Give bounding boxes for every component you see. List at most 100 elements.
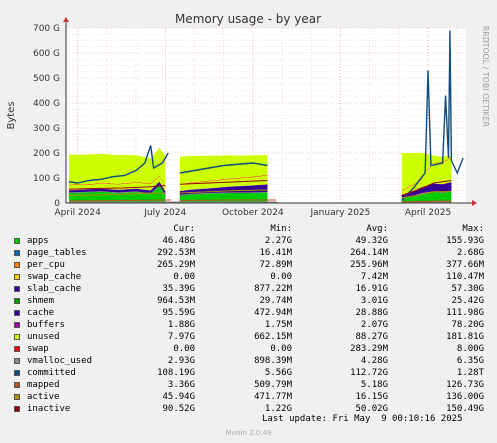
line-mapped xyxy=(401,200,452,203)
legend-swatch xyxy=(14,382,20,388)
legend-min: 0.00 xyxy=(270,272,292,282)
legend-swatch xyxy=(14,322,20,328)
legend-row-active: active 45.94G 471.77M 16.15G 136.00G xyxy=(0,391,497,403)
memory-chart: Memory usage - by year Bytes 0 100 G 200 G 30… xyxy=(6,12,477,218)
legend-avg: 112.72G xyxy=(350,368,388,378)
area-unused xyxy=(68,147,166,187)
legend-row-swap-cache: swap_cache 0.00 0.00 7.42M 110.47M xyxy=(0,271,497,283)
x-tick-label: April 2025 xyxy=(405,208,451,218)
legend-cur: 7.97G xyxy=(167,332,195,342)
legend-avg: 49.32G xyxy=(355,236,388,246)
legend-row-swap: swap 0.00 0.00 283.29M 8.00G xyxy=(0,343,497,355)
legend-max: 136.00G xyxy=(446,392,484,402)
legend-swatch xyxy=(14,250,20,256)
legend-cur: 95.59G xyxy=(162,308,195,318)
line-active xyxy=(179,189,268,194)
legend-swatch xyxy=(14,394,20,400)
legend-cur: 45.94G xyxy=(162,392,195,402)
legend-min: 5.56G xyxy=(264,368,292,378)
y-tick-label: 400 G xyxy=(33,99,60,109)
legend-swatch xyxy=(14,406,20,412)
legend-min: 1.75M xyxy=(264,320,292,330)
legend-row-per-cpu: per_cpu 265.29M 72.89M 255.96M 377.66M xyxy=(0,259,497,271)
legend-label: swap_cache xyxy=(27,272,82,282)
line-mapped xyxy=(179,199,277,201)
legend-row-apps: apps 46.48G 2.27G 49.32G 155.93G xyxy=(0,235,497,247)
legend-avg: 16.15G xyxy=(355,392,388,402)
area-cache xyxy=(401,158,452,195)
legend-max: 6.35G xyxy=(456,356,484,366)
legend-label: inactive xyxy=(27,404,71,414)
legend-label: mapped xyxy=(27,380,60,390)
area-slab-cache xyxy=(401,182,452,198)
legend-max: 1.28T xyxy=(456,368,484,378)
legend-avg: 3.01G xyxy=(360,296,388,306)
x-tick-label: January 2025 xyxy=(310,208,371,218)
area-unused xyxy=(401,152,452,191)
legend-label: unused xyxy=(27,332,60,342)
legend-cur: 265.29M xyxy=(157,260,195,270)
x-tick-label: October 2024 xyxy=(222,208,284,218)
legend-min: 0.00 xyxy=(270,344,292,354)
legend-label: per_cpu xyxy=(27,260,65,270)
legend-row-page-tables: page_tables 292.53M 16.41M 264.14M 2.68G xyxy=(0,247,497,259)
legend-max: 111.98G xyxy=(446,308,484,318)
legend-min: 472.94M xyxy=(254,308,292,318)
x-tick-label: July 2024 xyxy=(143,208,186,218)
x-tick-label: April 2024 xyxy=(55,208,102,218)
chart-area: Memory usage - by year Bytes 0 100 G 200 G 30… xyxy=(6,12,477,218)
legend-swatch xyxy=(14,262,20,268)
legend-label: shmem xyxy=(27,296,55,306)
legend-cur: 3.36G xyxy=(167,380,195,390)
legend-avg: 88.27G xyxy=(355,332,388,342)
legend-label: buffers xyxy=(27,320,65,330)
line-committed xyxy=(401,30,464,201)
legend-avg: 255.96M xyxy=(350,260,388,270)
legend-label: apps xyxy=(27,236,49,246)
legend-min: 877.22M xyxy=(254,284,292,294)
legend-swatch xyxy=(14,286,20,292)
legend-label: active xyxy=(27,392,60,402)
legend-swatch xyxy=(14,238,20,244)
area-unused xyxy=(179,155,268,185)
line-active xyxy=(401,191,452,199)
legend-min: 29.74M xyxy=(259,296,292,306)
legend-cur: 0.00 xyxy=(173,344,195,354)
y-tick-label: 500 G xyxy=(33,74,60,84)
line-active xyxy=(68,192,166,196)
rrdtool-credit: RRDTOOL / TOBI OETIKER xyxy=(481,26,490,127)
y-tick-label: 600 G xyxy=(33,49,60,59)
legend-min: 662.15M xyxy=(254,332,292,342)
legend-cur: 1.88G xyxy=(167,320,195,330)
legend-row-unused: unused 7.97G 662.15M 88.27G 181.81G xyxy=(0,331,497,343)
legend-max: 377.66M xyxy=(446,260,484,270)
legend-swatch xyxy=(14,298,20,304)
legend-cur: 108.19G xyxy=(157,368,195,378)
line-committed xyxy=(68,145,169,184)
legend-row-committed: committed 108.19G 5.56G 112.72G 1.28T xyxy=(0,367,497,379)
legend-max: 181.81G xyxy=(446,332,484,342)
line-mapped xyxy=(68,199,172,202)
area-apps xyxy=(401,191,452,203)
y-tick-label: 200 G xyxy=(33,149,60,159)
legend-label: committed xyxy=(27,368,76,378)
legend-swatch xyxy=(14,274,20,280)
legend-swatch xyxy=(14,334,20,340)
legend-label: vmalloc_used xyxy=(27,356,93,366)
legend-max: 25.42G xyxy=(451,296,484,306)
legend-swatch xyxy=(14,310,20,316)
munin-version: Munin 2.0.49 xyxy=(225,429,272,437)
legend-cur: 292.53M xyxy=(157,248,195,258)
legend-max: 2.68G xyxy=(456,248,484,258)
legend-min: 2.27G xyxy=(264,236,292,246)
y-tick-label: 0 xyxy=(54,199,60,209)
legend-max: 126.73G xyxy=(446,380,484,390)
line-committed xyxy=(179,162,268,174)
legend-max: 78.20G xyxy=(451,320,484,330)
legend-min: 898.39M xyxy=(254,356,292,366)
y-tick-label: 100 G xyxy=(33,174,60,184)
legend-cur: 964.53M xyxy=(157,296,195,306)
legend-min: 509.79M xyxy=(254,380,292,390)
area-shmem xyxy=(401,182,452,195)
legend-row-shmem: shmem 964.53M 29.74M 3.01G 25.42G xyxy=(0,295,497,307)
